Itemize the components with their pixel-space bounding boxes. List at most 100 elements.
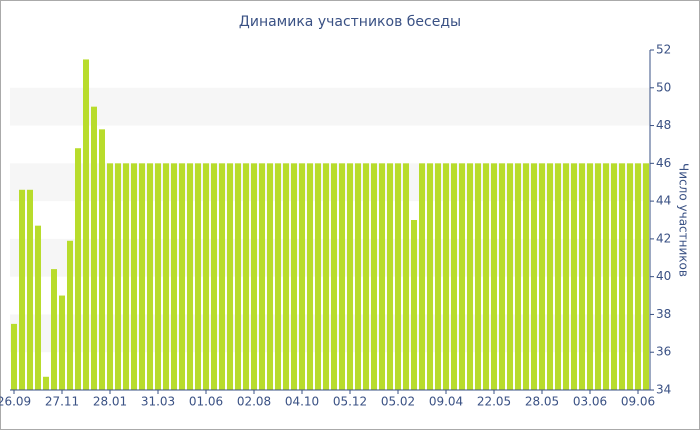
bar [59, 295, 65, 390]
bar [507, 163, 513, 390]
bar [611, 163, 617, 390]
bar [51, 269, 57, 390]
grid-band [10, 87, 650, 126]
x-tick-label: 04.10 [285, 395, 319, 409]
x-tick-label: 31.03 [141, 395, 175, 409]
bar [331, 163, 337, 390]
bar [275, 163, 281, 390]
y-tick-label: 34 [656, 383, 671, 397]
bar [187, 163, 193, 390]
bar [635, 163, 641, 390]
bar [547, 163, 553, 390]
bar [99, 129, 105, 391]
x-tick-label: 03.06 [573, 395, 607, 409]
bar [427, 163, 433, 390]
bar [299, 163, 305, 390]
bar [19, 189, 25, 390]
x-tick-label: 09.06 [621, 395, 655, 409]
y-tick-label: 40 [656, 269, 671, 283]
bar [347, 163, 353, 390]
bar [259, 163, 265, 390]
bar [403, 163, 409, 390]
bar [515, 163, 521, 390]
bar [35, 225, 41, 390]
y-tick-label: 48 [656, 118, 671, 132]
bar [11, 323, 17, 390]
bar [579, 163, 585, 390]
bar [43, 376, 49, 390]
bar [483, 163, 489, 390]
bar [491, 163, 497, 390]
bar [467, 163, 473, 390]
bar [27, 189, 33, 390]
bar [67, 240, 73, 390]
x-tick-label: 09.04 [429, 395, 463, 409]
bar [155, 163, 161, 390]
bar [315, 163, 321, 390]
bar [219, 163, 225, 390]
bar [139, 163, 145, 390]
bar [395, 163, 401, 390]
bar [243, 163, 249, 390]
bar [563, 163, 569, 390]
y-tick-label: 50 [656, 80, 671, 94]
bar [627, 163, 633, 390]
x-tick-label: 28.01 [93, 395, 127, 409]
bar [179, 163, 185, 390]
bar [75, 148, 81, 390]
bar [235, 163, 241, 390]
bar [555, 163, 561, 390]
bar [115, 163, 121, 390]
bar [195, 163, 201, 390]
bar [619, 163, 625, 390]
y-tick-label: 38 [656, 307, 671, 321]
bar [459, 163, 465, 390]
bar [131, 163, 137, 390]
bar [531, 163, 537, 390]
bar [539, 163, 545, 390]
bar [443, 163, 449, 390]
x-tick-label: 05.12 [333, 395, 367, 409]
y-axis-title: Число участников [677, 163, 691, 277]
bar [475, 163, 481, 390]
bar [587, 163, 593, 390]
bar [123, 163, 129, 390]
y-tick-label: 52 [656, 43, 671, 57]
bar [643, 163, 649, 390]
bar [91, 106, 97, 391]
bar [163, 163, 169, 390]
bar [171, 163, 177, 390]
grid-band [10, 238, 650, 277]
x-tick-label: 05.02 [381, 395, 415, 409]
bar [147, 163, 153, 390]
bar [339, 163, 345, 390]
chart-title: Динамика участников беседы [239, 14, 461, 30]
bar [379, 163, 385, 390]
bar [499, 163, 505, 390]
x-tick-label: 22.05 [477, 395, 511, 409]
bar [603, 163, 609, 390]
bar [307, 163, 313, 390]
bar [355, 163, 361, 390]
bar [83, 59, 89, 390]
bar [371, 163, 377, 390]
y-tick-label: 36 [656, 345, 671, 359]
bar [595, 163, 601, 390]
bar [571, 163, 577, 390]
bar [107, 163, 113, 390]
grid-band [10, 163, 650, 202]
bar [387, 163, 393, 390]
bar [227, 163, 233, 390]
bar [203, 163, 209, 390]
bar [291, 163, 297, 390]
bar [267, 163, 273, 390]
x-tick-label: 01.06 [189, 395, 223, 409]
bar [283, 163, 289, 390]
x-tick-label: 27.11 [45, 395, 79, 409]
x-tick-label: 26.09 [0, 395, 31, 409]
bar [411, 220, 417, 390]
grid-band [10, 314, 650, 353]
y-tick-label: 42 [656, 231, 671, 245]
bar [451, 163, 457, 390]
